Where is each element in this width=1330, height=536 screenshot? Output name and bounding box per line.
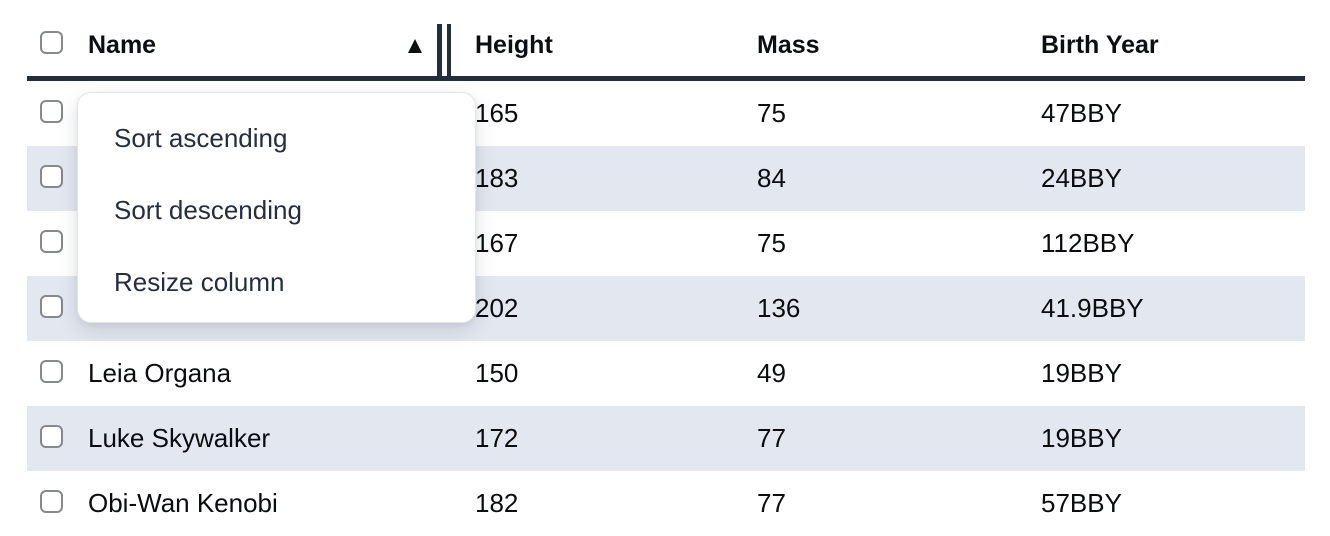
birth-year-cell: 41.9BBY [1041,293,1144,323]
name-cell: Leia Organa [88,358,232,388]
viewport-clip-mask [0,515,1330,536]
column-context-menu: Sort ascending Sort descending Resize co… [77,92,476,323]
column-resize-handle-icon[interactable] [437,24,451,77]
birth-year-cell: 19BBY [1041,423,1122,453]
column-header-name[interactable]: Name [88,31,475,60]
row-checkbox[interactable] [40,359,63,383]
table-header-row: Name Height Mass Birth Year ▲ [27,0,1305,81]
row-checkbox[interactable] [40,424,63,448]
mass-cell: 77 [757,488,786,518]
table-row: Luke Skywalker 172 77 19BBY [27,406,1305,471]
birth-year-cell: 24BBY [1041,163,1122,193]
name-cell: Obi-Wan Kenobi [88,488,278,518]
column-header-name-label: Name [88,30,157,59]
menu-item-resize-column[interactable]: Resize column [114,266,285,297]
mass-cell: 77 [757,423,786,453]
row-checkbox[interactable] [40,489,63,513]
height-cell: 202 [475,293,519,323]
row-checkbox[interactable] [40,164,63,188]
resize-bar-right [446,24,451,77]
resize-bar-left [437,24,442,77]
height-cell: 183 [475,163,519,193]
row-checkbox[interactable] [40,229,63,253]
row-checkbox[interactable] [40,294,63,318]
column-header-birth-year-label: Birth Year [1041,30,1159,59]
menu-item-sort-descending[interactable]: Sort descending [114,194,302,225]
column-header-height-label: Height [475,30,553,59]
column-header-mass-label: Mass [757,30,820,59]
mass-cell: 75 [757,98,786,128]
height-cell: 182 [475,488,519,518]
sort-ascending-icon: ▲ [403,32,427,59]
table-row: Leia Organa 150 49 19BBY [27,341,1305,406]
birth-year-cell: 19BBY [1041,358,1122,388]
height-cell: 150 [475,358,519,388]
column-header-height[interactable]: Height [475,31,757,60]
row-checkbox[interactable] [40,99,63,123]
name-cell: Luke Skywalker [88,423,271,453]
select-all-cell [27,31,88,59]
column-header-mass[interactable]: Mass [757,31,1041,60]
height-cell: 165 [475,98,519,128]
height-cell: 167 [475,228,519,258]
mass-cell: 75 [757,228,786,258]
mass-cell: 136 [757,293,801,323]
birth-year-cell: 47BBY [1041,98,1122,128]
select-all-checkbox[interactable] [40,31,63,54]
column-header-birth-year[interactable]: Birth Year [1041,31,1305,60]
birth-year-cell: 112BBY [1041,228,1135,258]
height-cell: 172 [475,423,519,453]
birth-year-cell: 57BBY [1041,488,1122,518]
mass-cell: 49 [757,358,786,388]
menu-item-sort-ascending[interactable]: Sort ascending [114,122,288,153]
mass-cell: 84 [757,163,786,193]
